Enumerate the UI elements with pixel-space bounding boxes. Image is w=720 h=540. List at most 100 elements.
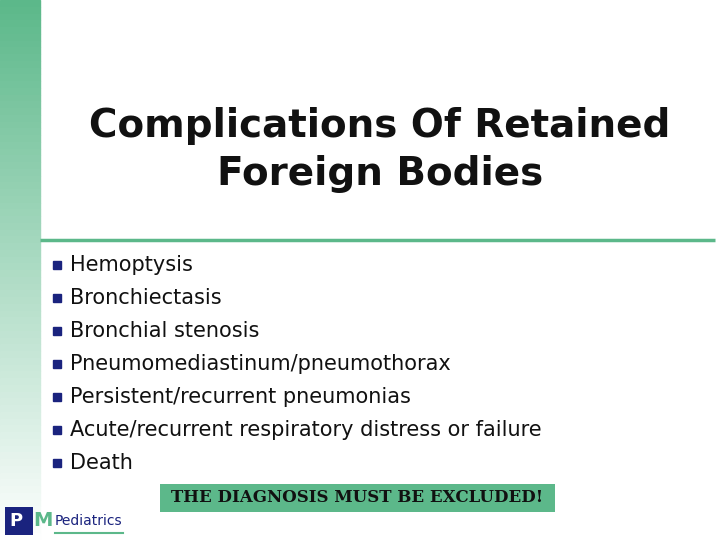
Bar — [0, 74, 40, 81]
Bar — [0, 216, 40, 222]
Bar — [0, 195, 40, 202]
Bar — [0, 202, 40, 209]
Bar — [0, 526, 40, 534]
Bar — [0, 276, 40, 284]
Bar — [0, 426, 40, 432]
Text: Hemoptysis: Hemoptysis — [70, 255, 193, 275]
Bar — [0, 399, 40, 405]
Bar — [0, 168, 40, 176]
Bar — [53, 426, 61, 434]
Text: Persistent/recurrent pneumonias: Persistent/recurrent pneumonias — [70, 387, 411, 407]
Bar — [0, 513, 40, 519]
Bar — [0, 135, 40, 141]
Bar — [0, 297, 40, 303]
Bar — [0, 68, 40, 74]
Bar — [0, 263, 40, 270]
Bar — [0, 183, 40, 189]
Text: Acute/recurrent respiratory distress or failure: Acute/recurrent respiratory distress or … — [70, 420, 541, 440]
Text: Complications Of Retained
Foreign Bodies: Complications Of Retained Foreign Bodies — [89, 107, 671, 193]
Bar — [0, 14, 40, 20]
Bar — [0, 249, 40, 256]
Bar — [0, 338, 40, 345]
Bar — [0, 392, 40, 399]
Bar — [0, 303, 40, 310]
Bar — [0, 60, 40, 68]
Bar — [53, 261, 61, 269]
Bar — [0, 507, 40, 513]
Bar — [0, 230, 40, 237]
Bar — [0, 54, 40, 60]
Bar — [0, 222, 40, 230]
Text: M: M — [33, 511, 53, 530]
Bar — [0, 519, 40, 526]
Bar — [0, 148, 40, 156]
Bar — [0, 33, 40, 40]
Bar — [0, 459, 40, 465]
Bar — [0, 237, 40, 243]
Bar — [0, 209, 40, 216]
Bar — [0, 345, 40, 351]
Bar — [0, 310, 40, 317]
Bar — [160, 484, 555, 512]
Bar — [0, 128, 40, 135]
Bar — [0, 480, 40, 486]
Bar — [0, 47, 40, 54]
Bar — [0, 465, 40, 472]
Bar — [0, 486, 40, 492]
Bar — [0, 418, 40, 426]
Bar — [0, 122, 40, 128]
Text: Pediatrics: Pediatrics — [55, 514, 122, 528]
Bar — [0, 351, 40, 357]
Bar — [0, 27, 40, 33]
Text: Death: Death — [70, 453, 133, 473]
Bar — [0, 40, 40, 47]
Text: P: P — [9, 512, 22, 530]
Bar — [0, 115, 40, 122]
Bar — [0, 372, 40, 378]
Bar — [0, 317, 40, 324]
Bar — [0, 438, 40, 445]
Bar — [0, 534, 40, 540]
Bar — [0, 243, 40, 249]
Bar — [0, 411, 40, 418]
Bar — [0, 94, 40, 102]
Bar — [0, 432, 40, 438]
Bar — [0, 378, 40, 384]
Bar — [0, 357, 40, 364]
Bar — [53, 294, 61, 302]
Bar — [0, 102, 40, 108]
Bar — [0, 324, 40, 330]
Bar — [0, 453, 40, 459]
Bar — [0, 189, 40, 195]
Bar — [0, 108, 40, 115]
Bar — [0, 284, 40, 291]
Bar — [0, 364, 40, 372]
Bar — [0, 405, 40, 411]
Bar — [0, 141, 40, 149]
Bar — [53, 327, 61, 335]
Bar — [0, 446, 40, 453]
Bar — [0, 330, 40, 338]
Text: Bronchiectasis: Bronchiectasis — [70, 288, 222, 308]
Text: THE DIAGNOSIS MUST BE EXCLUDED!: THE DIAGNOSIS MUST BE EXCLUDED! — [171, 489, 544, 507]
Bar — [53, 393, 61, 401]
Bar — [0, 256, 40, 263]
Bar — [0, 384, 40, 391]
Bar — [0, 472, 40, 480]
Bar — [0, 176, 40, 183]
Bar — [0, 81, 40, 87]
Bar — [0, 20, 40, 27]
Bar — [0, 156, 40, 162]
Bar — [0, 162, 40, 168]
Bar — [53, 360, 61, 368]
Bar — [5, 507, 33, 535]
Text: Bronchial stenosis: Bronchial stenosis — [70, 321, 259, 341]
Bar — [0, 270, 40, 276]
Bar — [0, 492, 40, 500]
Bar — [0, 291, 40, 297]
Bar — [0, 87, 40, 94]
Text: Pneumomediastinum/pneumothorax: Pneumomediastinum/pneumothorax — [70, 354, 451, 374]
Bar — [0, 500, 40, 507]
Bar — [0, 0, 40, 6]
Bar — [0, 6, 40, 14]
